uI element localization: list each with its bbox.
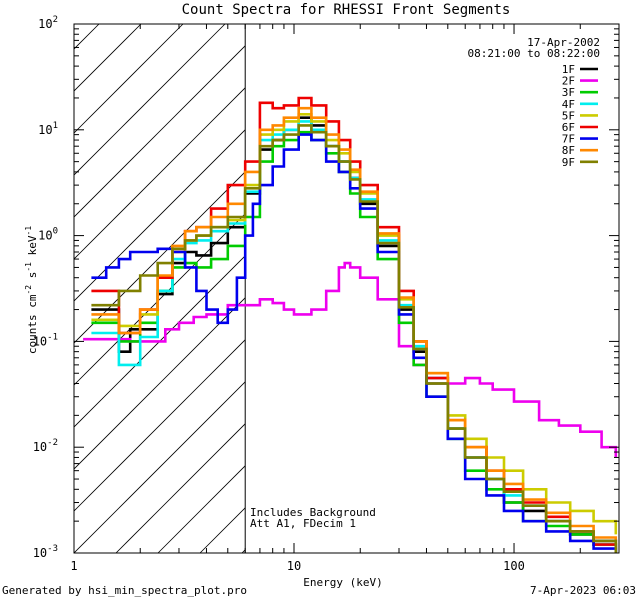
plot-frame	[73, 23, 620, 554]
chart-title: Count Spectra for RHESSI Front Segments	[182, 2, 511, 18]
legend-label-8F: 8F	[562, 144, 575, 157]
hatch-line	[74, 171, 246, 344]
y-tick-label: 10-2	[33, 438, 58, 454]
legend-label-2F: 2F	[562, 75, 575, 88]
y-label-main: counts cm	[26, 294, 39, 354]
y-tick-label: 10-3	[33, 544, 58, 560]
hatch-line	[74, 24, 226, 176]
hatch-line	[74, 45, 246, 218]
footer-generated-by: Generated by hsi_min_spectra_plot.pro	[2, 584, 247, 597]
legend-label-7F: 7F	[562, 133, 575, 146]
y-axis-label: counts cm-2 s-1 keV-1	[24, 226, 39, 354]
legend-label-3F: 3F	[562, 86, 575, 99]
axis-tick-labels: 1 10 100 10-3 10-2 10-1 100 101 102	[33, 15, 525, 573]
hatch-line	[74, 213, 246, 386]
legend-label-5F: 5F	[562, 109, 575, 122]
y-tick-label: 10-1	[33, 332, 58, 348]
x-axis-label: Energy (keV)	[303, 576, 382, 589]
x-tick-label: 100	[503, 559, 525, 573]
series-layer	[83, 96, 618, 553]
y-tick-label: 101	[38, 121, 58, 137]
y-label-exp-2: -1	[24, 262, 33, 272]
series-7F	[91, 133, 618, 553]
axis-ticks	[73, 23, 620, 554]
series-6F	[91, 96, 618, 553]
hatch-line	[74, 339, 246, 512]
hatch-line	[410, 24, 640, 553]
series-2F	[83, 261, 618, 458]
hatch-line	[74, 24, 100, 50]
annotation-attenuator: Att A1, FDecim 1	[250, 517, 356, 530]
hatch-line	[74, 87, 246, 260]
footer-timestamp: 7-Apr-2023 06:03	[530, 584, 636, 597]
y-label-end: keV	[26, 235, 39, 262]
date-label: 17-Apr-2002	[527, 36, 600, 49]
hatch-line	[74, 381, 246, 553]
hatch-line	[74, 297, 246, 470]
y-tick-label: 100	[38, 227, 58, 243]
hatch-line	[74, 24, 184, 134]
hatch-line	[115, 423, 246, 553]
hatched-region	[74, 24, 640, 553]
hatch-line	[74, 255, 246, 428]
legend-label-4F: 4F	[562, 98, 575, 111]
x-tick-label: 1	[70, 559, 77, 573]
legend-label-9F: 9F	[562, 156, 575, 169]
y-label-exp-1: -2	[24, 285, 33, 295]
x-tick-label: 10	[287, 559, 301, 573]
annotation-background: Includes Background	[250, 506, 376, 519]
hatch-line	[620, 24, 640, 553]
hatch-line	[452, 24, 640, 553]
y-tick-label: 102	[38, 15, 58, 31]
y-label-exp-3: -1	[24, 226, 33, 236]
series-9F	[91, 124, 618, 553]
hatch-line	[74, 129, 246, 302]
legend-label-6F: 6F	[562, 121, 575, 134]
time-range-label: 08:21:00 to 08:22:00	[468, 47, 600, 60]
y-label-mid: s	[26, 272, 39, 285]
legend-label-1F: 1F	[562, 63, 575, 76]
series-1F	[91, 116, 618, 553]
hatch-line	[74, 24, 142, 92]
